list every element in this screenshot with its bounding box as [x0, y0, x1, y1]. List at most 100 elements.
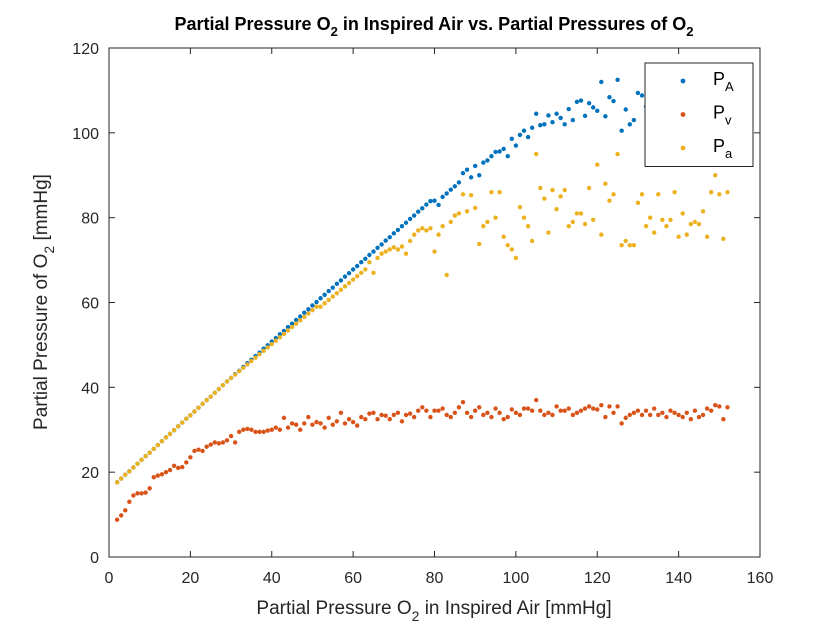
data-point	[314, 419, 319, 425]
data-point	[517, 204, 523, 210]
data-point	[285, 328, 291, 333]
data-point	[114, 480, 120, 485]
data-point	[159, 472, 165, 477]
data-point	[489, 414, 494, 420]
data-point	[464, 167, 470, 172]
data-point	[505, 243, 510, 248]
data-point	[273, 425, 279, 430]
data-point	[615, 151, 620, 157]
data-point	[399, 223, 405, 229]
data-point	[704, 234, 710, 239]
data-point	[216, 441, 222, 446]
data-point	[652, 230, 657, 235]
data-point	[180, 464, 185, 470]
data-point	[224, 379, 230, 384]
data-point	[485, 158, 490, 163]
data-point	[468, 414, 474, 420]
data-point	[472, 163, 478, 169]
data-point	[391, 412, 397, 418]
data-point	[538, 185, 543, 191]
data-point	[595, 407, 600, 412]
data-point	[696, 221, 702, 227]
data-point	[139, 457, 144, 463]
data-point	[590, 217, 596, 222]
data-point	[289, 324, 295, 330]
data-point	[143, 490, 148, 495]
data-point	[403, 412, 409, 418]
data-point	[582, 221, 588, 227]
x-tick-label: 40	[263, 570, 281, 587]
data-point	[676, 412, 681, 418]
data-point	[448, 414, 453, 420]
data-point	[298, 318, 303, 323]
data-point	[403, 220, 409, 225]
y-axis-ticks: 0 20 40 60 80 100 120	[72, 41, 760, 567]
data-point	[139, 491, 144, 496]
data-point	[375, 255, 380, 261]
data-point	[391, 231, 397, 236]
legend-label: Pv	[713, 103, 732, 128]
data-point	[578, 408, 584, 413]
data-point	[590, 105, 596, 110]
data-point	[354, 274, 360, 279]
data-point	[692, 408, 698, 413]
data-point	[708, 408, 714, 413]
series-v-points	[114, 397, 730, 522]
data-point	[513, 410, 519, 415]
data-point	[281, 331, 287, 337]
data-point	[631, 243, 637, 248]
data-point	[420, 226, 425, 231]
data-point	[647, 215, 653, 220]
data-point	[538, 408, 543, 413]
data-point	[566, 106, 571, 112]
data-point	[615, 77, 620, 83]
data-point	[371, 410, 376, 415]
data-point	[586, 185, 592, 191]
data-point	[611, 192, 616, 197]
data-point	[525, 223, 531, 229]
data-point	[529, 408, 535, 413]
data-point	[204, 444, 209, 449]
x-tick-label: 20	[181, 570, 199, 587]
data-point	[155, 473, 161, 478]
data-point	[472, 408, 478, 413]
data-point	[253, 429, 258, 435]
data-point	[684, 232, 689, 237]
data-point	[582, 406, 588, 411]
data-point	[293, 321, 299, 326]
data-point	[407, 411, 413, 416]
data-point	[363, 416, 368, 422]
data-point	[692, 219, 698, 225]
data-point	[623, 238, 628, 244]
x-tick-label: 160	[747, 570, 774, 587]
data-point	[440, 406, 445, 411]
data-points	[114, 77, 730, 522]
data-point	[403, 251, 409, 256]
data-point	[237, 369, 242, 374]
data-point	[127, 499, 132, 505]
data-point	[224, 438, 230, 443]
data-point	[395, 227, 401, 233]
data-point	[298, 427, 303, 432]
data-point	[513, 143, 519, 148]
data-point	[281, 415, 287, 421]
data-point	[387, 247, 392, 252]
data-point	[517, 132, 523, 138]
data-point	[354, 423, 360, 428]
data-point	[464, 209, 470, 214]
data-point	[391, 245, 397, 250]
data-point	[424, 202, 429, 207]
data-point	[326, 288, 331, 294]
data-point	[245, 426, 250, 432]
data-point	[163, 469, 169, 475]
data-point	[212, 440, 217, 445]
data-point	[607, 95, 612, 100]
data-point	[127, 469, 132, 474]
data-point	[570, 412, 576, 418]
data-point	[700, 209, 706, 214]
y-tick-label: 0	[90, 550, 99, 567]
data-point	[123, 508, 128, 513]
data-point	[302, 314, 307, 320]
data-point	[302, 421, 307, 426]
data-point	[460, 170, 466, 176]
